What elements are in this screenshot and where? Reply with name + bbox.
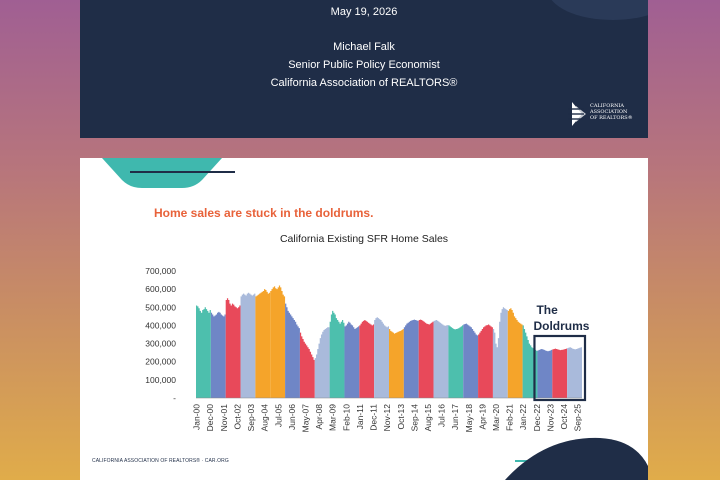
slide-footer: CALIFORNIA ASSOCIATION OF REALTORS® · CA… [92,458,229,464]
x-tick-label: Sep-14 [409,404,419,432]
presenter-name: Michael Falk [333,41,395,53]
presenter-role: Senior Public Policy Economist [288,59,440,71]
logo-line: ASSOCIATION [590,109,628,115]
x-tick-label: Jan-11 [355,404,365,430]
y-tick-label: - [173,393,176,403]
x-tick-label: Nov-01 [219,404,229,432]
year-area-band [478,324,493,398]
presenter-organization: California Association of REALTORS® [270,77,458,89]
x-tick-label: Dec-22 [532,404,542,432]
decorative-corner-shape [505,437,648,480]
logo-wordmark: CALIFORNIA ASSOCIATION OF REALTORS® [590,103,634,121]
x-tick-label: Dec-11 [369,404,379,431]
year-area-band [374,317,389,398]
logo-line: CALIFORNIA [590,103,625,109]
x-tick-label: Nov-23 [545,404,555,432]
x-tick-label: Sep-25 [573,404,583,432]
decorative-line [130,171,235,173]
x-tick-label: May-18 [464,404,474,433]
year-area-band [344,321,360,398]
x-tick-label: Sep-03 [246,404,256,432]
doldrums-label: The [536,303,558,317]
year-area-band [507,308,523,398]
doldrums-label: Doldrums [533,319,589,333]
x-tick-label: Aug-15 [423,404,433,432]
x-tick-label: Dec-00 [205,404,215,432]
year-area-band [433,319,449,398]
year-area-band [329,310,345,398]
year-area-band [225,298,241,398]
presentation-date: May 19, 2026 [330,6,398,18]
y-tick-label: 600,000 [145,284,176,294]
doldrums-annotation: The Doldrums [533,303,590,402]
x-tick-label: Nov-12 [382,404,392,432]
x-tick-label: Oct-13 [396,404,406,430]
x-tick-label: Jun-06 [287,404,297,430]
x-tick-label: Jun-17 [450,404,460,430]
y-tick-label: 500,000 [145,302,176,312]
year-area-band [210,311,226,398]
y-tick-label: 400,000 [145,320,176,330]
year-area-band [448,325,464,398]
x-tick-label: Jul-16 [437,404,447,427]
year-area-band [537,349,553,398]
year-area-band [285,303,300,398]
year-area-band [196,305,211,398]
x-tick-label: Oct-24 [559,404,569,430]
car-logo: CALIFORNIA ASSOCIATION OF REALTORS® [566,98,634,130]
year-area-band [492,307,508,398]
title-slide: May 19, 2026 Michael Falk Senior Public … [80,0,648,138]
chart-areas [196,285,582,398]
x-tick-label: May-07 [300,404,310,433]
x-tick-label: Apr-19 [477,404,487,430]
doldrums-box [533,334,587,402]
y-tick-label: 300,000 [145,339,176,349]
year-area-band [359,319,375,398]
year-area-band [463,323,479,398]
year-area-band [270,285,286,398]
x-tick-label: Mar-09 [328,404,338,431]
year-area-band [240,292,256,398]
x-tick-label: Feb-21 [505,404,515,431]
year-area-band [389,329,404,398]
logo-line: OF REALTORS® [590,115,633,121]
chart-slide: Home sales are stuck in the doldrums. Ca… [80,158,648,480]
year-area-band [403,319,419,398]
year-area-band [418,319,434,398]
x-axis: Jan-00 Dec-00 Nov-01 Oct-02 Sep-03 Aug-04 Jul-… [192,404,583,433]
year-area-band [567,347,582,398]
x-tick-label: Jan-00 [192,404,202,430]
year-area-band [255,289,271,398]
slide-headline: Home sales are stuck in the doldrums. [154,206,374,220]
x-tick-label: Jul-05 [273,404,283,427]
home-sales-chart: California Existing SFR Home Sales 700,0… [145,233,590,433]
x-tick-label: Aug-04 [260,404,270,432]
year-area-band [299,332,315,398]
x-tick-label: Feb-10 [341,404,351,431]
x-tick-label: Oct-02 [232,404,242,430]
x-tick-label: Apr-08 [314,404,324,430]
chart-title: California Existing SFR Home Sales [280,233,448,245]
y-tick-label: 700,000 [145,266,176,276]
decorative-tab-shape [102,158,222,188]
y-tick-label: 100,000 [145,375,176,385]
x-tick-label: Jan-22 [518,404,528,430]
year-area-band [552,348,568,398]
year-area-band [314,327,330,398]
car-logo-icon [568,102,586,126]
y-axis: 700,000 600,000 500,000 400,000 300,000 200,0… [145,266,176,403]
x-tick-label: Mar-20 [491,404,501,431]
y-tick-label: 200,000 [145,357,176,367]
